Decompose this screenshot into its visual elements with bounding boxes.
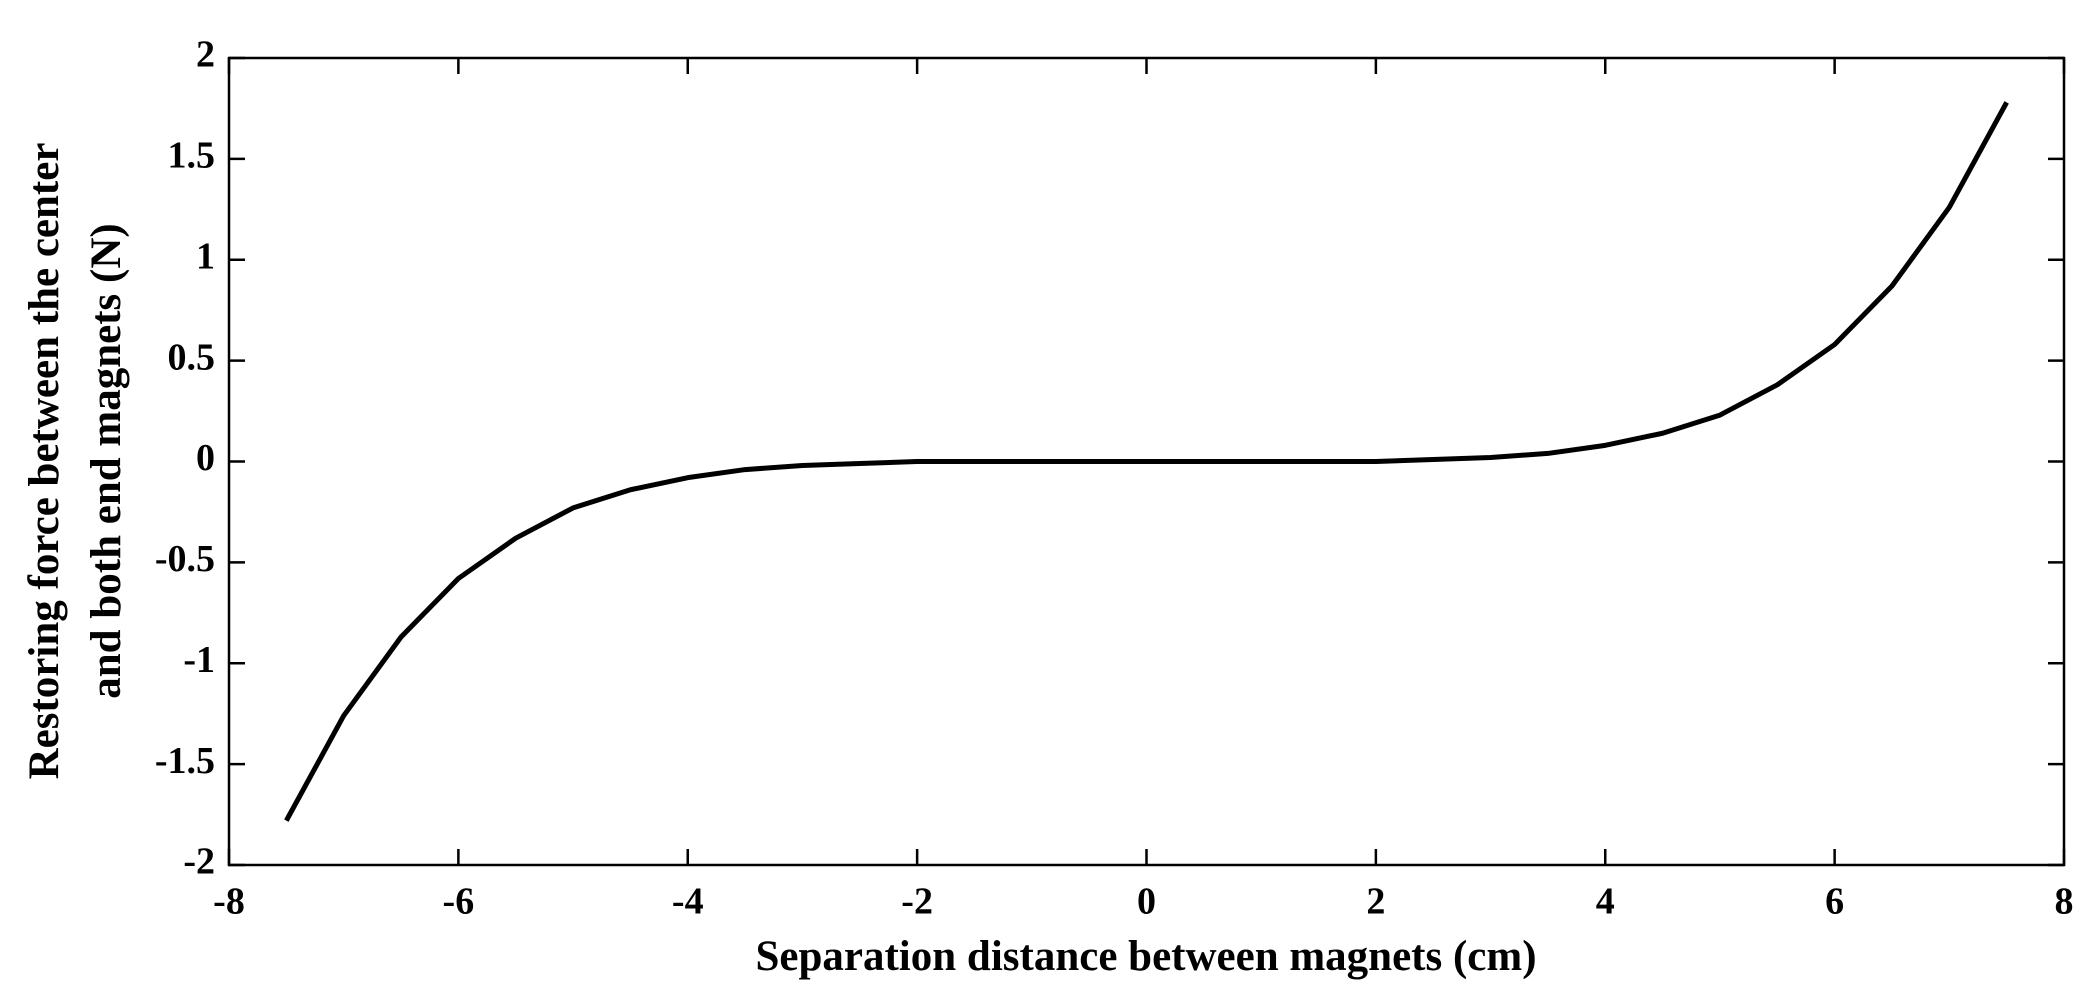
x-tick-label: -4	[672, 881, 704, 923]
y-tick-label: -1	[183, 639, 215, 681]
y-tick-label: -1.5	[155, 740, 215, 782]
y-tick-label: 0.5	[168, 336, 216, 378]
y-tick-label: -2	[183, 841, 215, 883]
line-series	[284, 101, 2009, 822]
y-tick-label: 2	[196, 34, 215, 76]
plot-frame	[227, 56, 2066, 867]
y-axis-label: and both end magnets (N)	[83, 223, 130, 698]
y-tick-label: -0.5	[155, 538, 215, 580]
x-tick-label: -6	[443, 881, 475, 923]
y-tick-label: 0	[196, 437, 215, 479]
x-axis-label: Separation distance between magnets (cm)	[755, 933, 1536, 980]
x-tick-label: 0	[1137, 881, 1156, 923]
x-tick-label: -8	[213, 881, 245, 923]
x-tick-label: 8	[2055, 881, 2074, 923]
y-axis-label: Restoring force between the center	[21, 143, 68, 780]
x-tick-label: 2	[1366, 881, 1385, 923]
y-tick-label: 1.5	[168, 135, 216, 177]
x-tick-label: -2	[901, 881, 933, 923]
x-tick-label: 4	[1596, 881, 1615, 923]
y-tick-label: 1	[196, 235, 215, 277]
x-tick-label: 6	[1825, 881, 1844, 923]
